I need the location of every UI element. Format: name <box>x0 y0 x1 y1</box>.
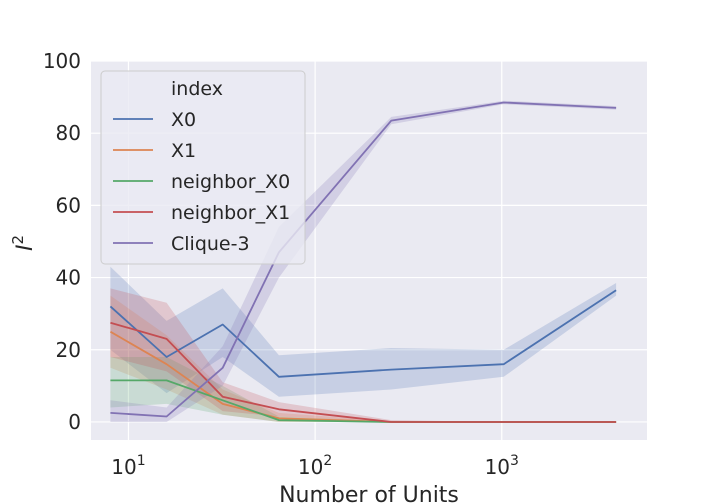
y-axis-label: I2 <box>9 235 38 251</box>
legend-entry-label: X1 <box>171 140 196 162</box>
x-axis-label: Number of Units <box>279 483 459 504</box>
y-tick-label: 20 <box>56 338 81 362</box>
confidence-band-neighbor-x1 <box>110 288 617 422</box>
y-tick-label: 100 <box>43 49 81 73</box>
y-tick-label: 40 <box>56 266 81 290</box>
series-line-x0 <box>109 289 617 378</box>
legend-title: index <box>171 78 223 100</box>
legend-entry-label: Clique-3 <box>171 233 250 255</box>
series-line-neighbor-x1 <box>110 321 617 423</box>
y-tick-labels: 0 20 40 60 80 100 <box>43 49 81 434</box>
x-tick-label: 102 <box>298 453 332 479</box>
confidence-band-clique-3 <box>110 100 617 422</box>
y-tick-label: 60 <box>56 193 81 217</box>
x-tick-label: 103 <box>485 453 519 479</box>
legend: index X0 X1 neighbor_X0 neighbor_X1 Clique-3 <box>100 70 306 265</box>
x-tick-label: 101 <box>111 453 145 479</box>
legend-entry-label: neighbor_X1 <box>171 202 290 224</box>
legend-entry-label: neighbor_X0 <box>171 171 290 193</box>
x-tick-labels: 101 102 103 <box>111 453 519 479</box>
legend-entry-label: X0 <box>171 109 196 131</box>
y-tick-label: 80 <box>56 121 81 145</box>
y-tick-label: 0 <box>68 410 81 434</box>
